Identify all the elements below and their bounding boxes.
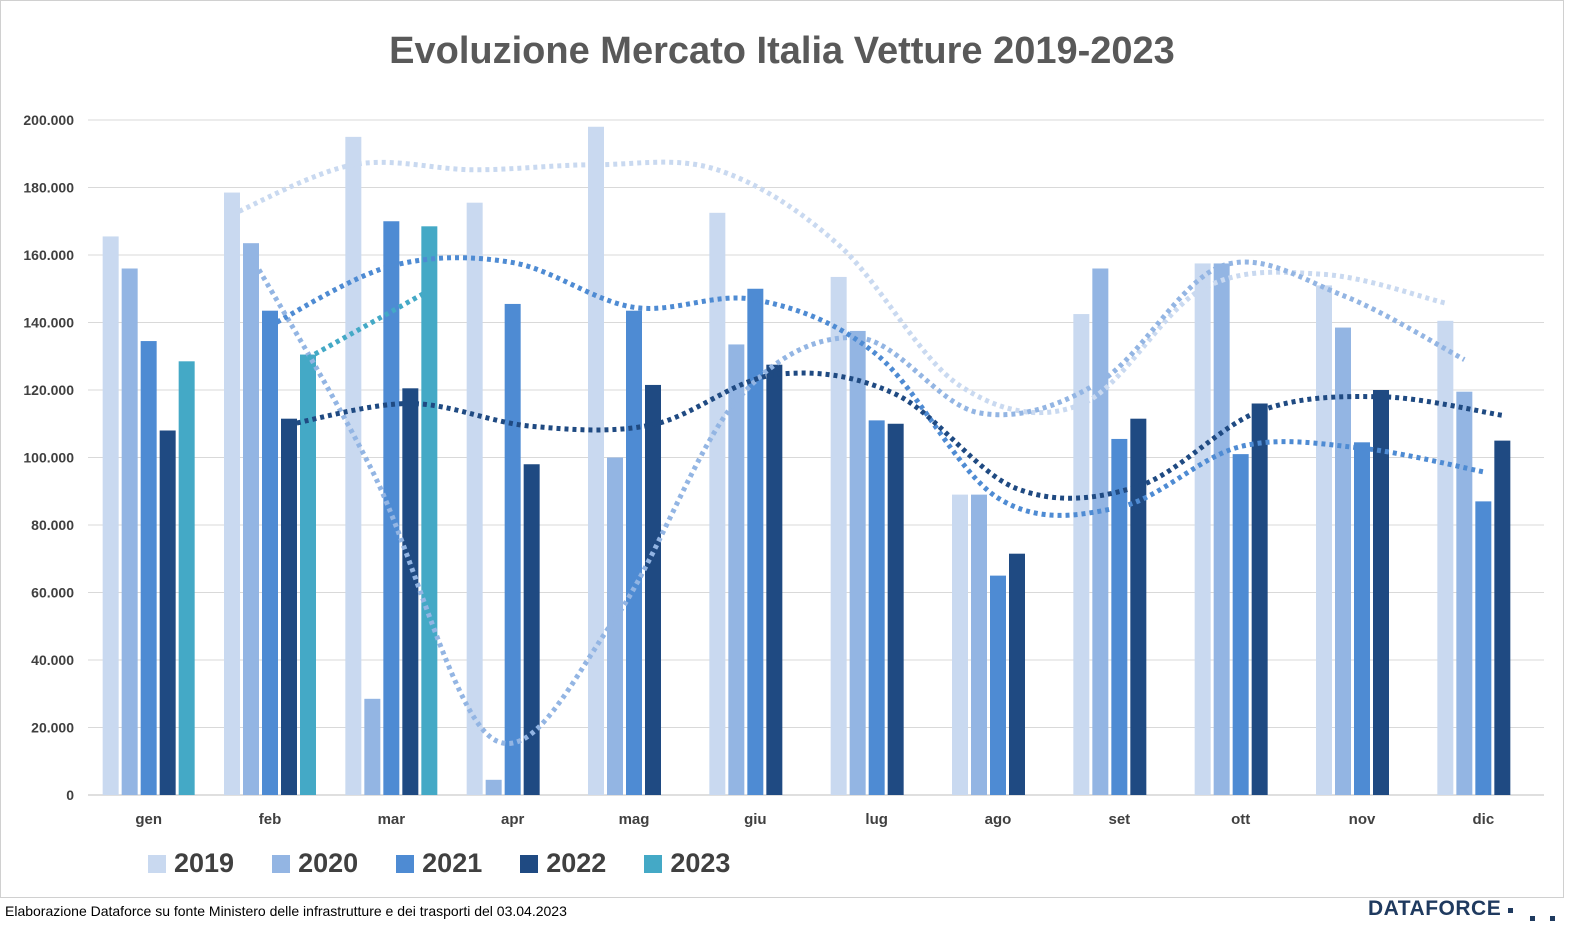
legend-swatch-2021 [396, 854, 415, 873]
y-tick-label: 80.000 [31, 517, 74, 533]
x-tick-label: ott [1231, 811, 1250, 828]
bar-2019 [1194, 263, 1211, 795]
bar-2020 [849, 330, 866, 795]
bar-2022 [766, 364, 783, 795]
x-tick-label: nov [1349, 811, 1376, 828]
bar-2019 [224, 192, 240, 795]
legend-label-2019: 2019 [174, 848, 235, 878]
bar-2019 [1437, 320, 1454, 795]
chart-plot: 0 20.000 40.000 60.000 80.000 100.000 120.000 1… [23, 112, 1544, 828]
legend-swatch-2022 [520, 854, 539, 873]
x-tick-label: lug [865, 811, 888, 828]
legend-label-2023: 2023 [670, 848, 731, 878]
y-tick-label: 100.000 [23, 450, 74, 466]
bar-2022 [1130, 418, 1147, 795]
legend-item-2021: 2021 [396, 848, 482, 879]
legend-label-2020: 2020 [298, 848, 359, 878]
trendline-2020 [248, 254, 1466, 746]
legend-swatch-2020 [272, 854, 291, 873]
y-tick-label: 140.000 [23, 315, 74, 331]
x-tick-label: giu [744, 811, 767, 828]
bar-2021 [262, 310, 278, 795]
bar-2021 [868, 420, 885, 795]
legend-swatch-2019 [148, 854, 166, 873]
bar-2020 [607, 457, 623, 795]
bar-2020 [121, 268, 138, 795]
bar-2021 [504, 303, 521, 795]
x-tick-label: gen [135, 811, 162, 828]
y-tick-label: 20.000 [31, 720, 74, 736]
bar-2021 [140, 341, 157, 795]
bar-2019 [1316, 285, 1332, 795]
x-tick-label: apr [501, 811, 525, 828]
y-tick-label: 120.000 [23, 382, 74, 398]
y-tick-label: 160.000 [23, 247, 74, 263]
bar-2022 [1009, 553, 1025, 795]
legend-item-2022: 2022 [520, 848, 606, 879]
x-tick-label: dic [1472, 811, 1494, 828]
bar-2022 [1373, 390, 1389, 795]
source-note: Elaborazione Dataforce su fonte Minister… [5, 903, 567, 919]
bar-2022 [1251, 403, 1268, 795]
bar-2021 [1354, 442, 1370, 795]
bar-2021 [1475, 501, 1492, 795]
bar-2021 [1111, 438, 1128, 795]
y-tick-label: 200.000 [23, 112, 74, 128]
trendline-2023 [306, 288, 431, 361]
legend-item-2019: 2019 [148, 848, 234, 879]
bar-2021 [626, 310, 642, 795]
bar-2021 [747, 288, 764, 795]
bar-2020 [971, 494, 987, 795]
legend-item-2023: 2023 [644, 848, 730, 879]
bar-2020 [485, 779, 502, 795]
bar-2019 [102, 236, 119, 795]
y-tick-label: 40.000 [31, 652, 74, 668]
bar-2021 [1232, 454, 1249, 795]
bar-2023 [300, 354, 316, 795]
legend-label-2021: 2021 [422, 848, 483, 878]
legend-label-2022: 2022 [546, 848, 607, 878]
bar-2020 [243, 243, 259, 795]
bar-2019 [345, 136, 362, 795]
bar-2019 [1073, 314, 1090, 795]
bar-2022 [281, 418, 297, 795]
bar-2022 [1494, 440, 1511, 795]
chart-legend: 2019 2020 2021 2022 2023 [148, 848, 730, 879]
dataforce-logo: DATAFORCE [1368, 897, 1502, 920]
legend-item-2020: 2020 [272, 848, 358, 879]
bar-2022 [159, 430, 176, 795]
bar-2023 [178, 361, 195, 795]
logo-dots-icon [1508, 908, 1555, 921]
x-tick-label: ago [985, 811, 1012, 828]
bar-2020 [1456, 391, 1473, 795]
bar-2022 [887, 423, 904, 795]
trendline-2022 [288, 370, 1503, 501]
bar-2019 [588, 126, 604, 795]
bar-2020 [728, 344, 745, 795]
bar-2022 [402, 388, 419, 795]
bar-2019 [830, 276, 847, 795]
y-tick-label: 180.000 [23, 180, 74, 196]
bar-2021 [990, 575, 1006, 795]
bar-2022 [523, 464, 540, 795]
x-tick-label: mag [619, 811, 650, 828]
trendline-2019 [231, 159, 1446, 416]
bar-2022 [645, 384, 661, 795]
x-tick-label: set [1108, 811, 1130, 828]
bar-2019 [466, 202, 483, 795]
bar-2020 [1092, 268, 1109, 795]
y-tick-label: 0 [66, 787, 74, 803]
chart-title: Evoluzione Mercato Italia Vetture 2019-2… [389, 30, 1175, 72]
x-tick-label: mar [378, 811, 406, 828]
bar-2020 [364, 698, 381, 795]
bar-2019 [709, 212, 726, 795]
bar-2023 [421, 226, 438, 795]
bar-2019 [952, 494, 968, 795]
bar-2020 [1213, 263, 1230, 795]
trendline-2021 [268, 255, 1484, 518]
y-tick-label: 60.000 [31, 585, 74, 601]
legend-swatch-2023 [644, 854, 663, 873]
x-tick-label: feb [259, 811, 282, 828]
